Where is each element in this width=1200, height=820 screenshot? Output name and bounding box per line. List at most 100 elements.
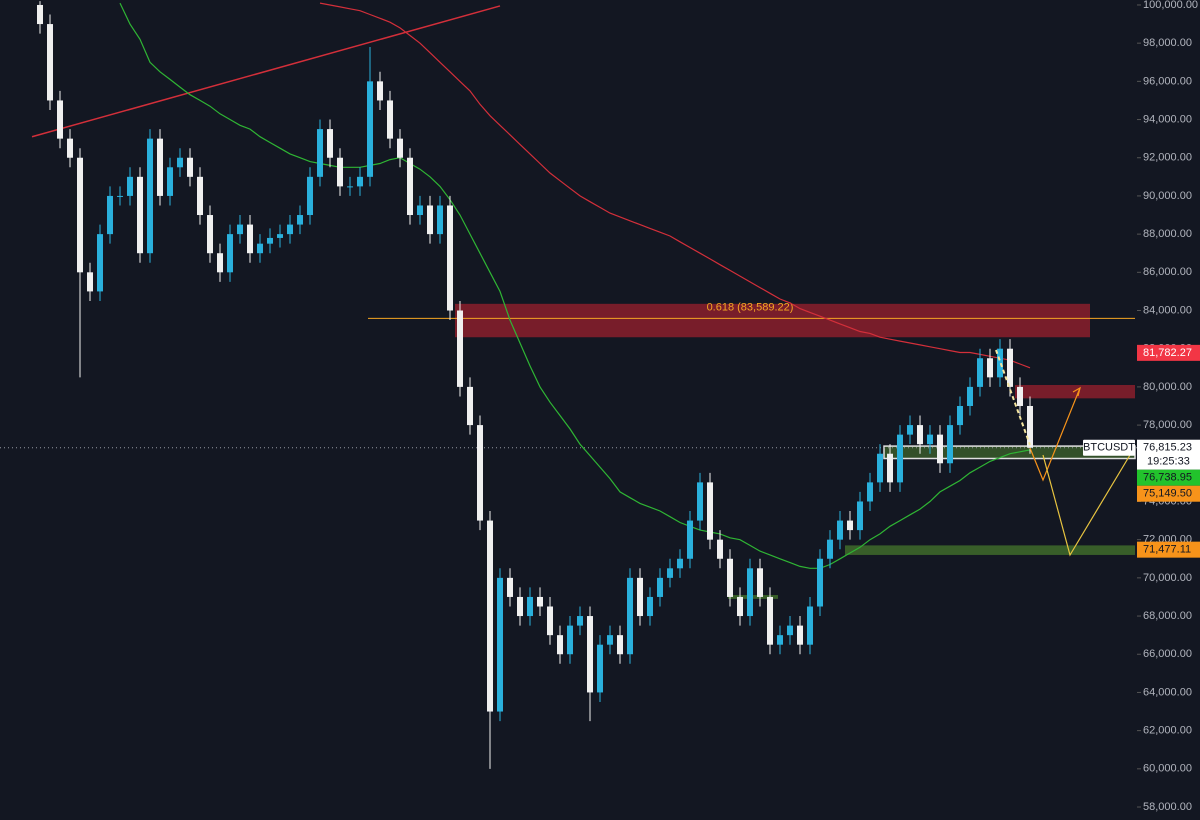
candle-body bbox=[257, 243, 263, 254]
candle-body bbox=[517, 596, 523, 617]
candle-body bbox=[127, 176, 133, 196]
candle-body bbox=[897, 434, 903, 483]
candle-body bbox=[747, 568, 753, 617]
candle-body bbox=[227, 234, 233, 273]
candle-body bbox=[757, 568, 763, 597]
candle-body bbox=[497, 577, 503, 712]
candle-body bbox=[167, 167, 173, 196]
candle-body bbox=[927, 434, 933, 445]
candle-body bbox=[987, 358, 993, 378]
moving-average bbox=[319, 2, 1031, 369]
fib-label: 0.618 (83,589.22) bbox=[707, 301, 794, 313]
candle-body bbox=[357, 176, 363, 187]
candle-body bbox=[557, 635, 563, 655]
candle-body bbox=[437, 205, 443, 235]
candle-body bbox=[577, 616, 583, 626]
y-tick-label: 58,000.00 bbox=[1143, 801, 1192, 813]
candle-body bbox=[487, 520, 493, 712]
y-tick-label: 84,000.00 bbox=[1143, 304, 1192, 316]
candle-body bbox=[567, 625, 573, 655]
candle-body bbox=[727, 558, 733, 597]
candle-body bbox=[647, 596, 653, 617]
candle-body bbox=[527, 596, 533, 617]
y-tick-label: 68,000.00 bbox=[1143, 610, 1192, 622]
y-tick-label: 96,000.00 bbox=[1143, 75, 1192, 87]
candle-body bbox=[737, 596, 743, 617]
candle-body bbox=[967, 386, 973, 406]
candle-body bbox=[417, 205, 423, 216]
candles bbox=[37, 1, 1033, 769]
candle-body bbox=[1017, 386, 1023, 406]
candle-body bbox=[877, 453, 883, 483]
candle-body bbox=[797, 625, 803, 645]
candle-body bbox=[57, 100, 63, 139]
candle-body bbox=[277, 234, 283, 238]
candle-body bbox=[707, 482, 713, 540]
y-tick-label: 90,000.00 bbox=[1143, 190, 1192, 202]
candle-body bbox=[607, 635, 613, 645]
candle-body bbox=[327, 129, 333, 158]
candle-body bbox=[847, 520, 853, 531]
candle-body bbox=[67, 138, 73, 158]
price-axis bbox=[1137, 0, 1200, 820]
price-tag-label: 75,149.50 bbox=[1143, 488, 1192, 500]
candle-body bbox=[507, 577, 513, 597]
candle-body bbox=[237, 224, 243, 235]
candle-body bbox=[87, 272, 93, 292]
candle-body bbox=[717, 539, 723, 559]
candle-body bbox=[347, 186, 353, 188]
candle-body bbox=[387, 100, 393, 139]
candle-body bbox=[697, 482, 703, 521]
candle-body bbox=[197, 176, 203, 216]
candle-body bbox=[307, 176, 313, 216]
candle-body bbox=[887, 453, 893, 483]
candle-body bbox=[297, 215, 303, 225]
candle-body bbox=[837, 520, 843, 540]
countdown: 19:25:33 bbox=[1147, 456, 1190, 468]
candle-body bbox=[37, 4, 43, 25]
candle-body bbox=[857, 501, 863, 531]
candle-body bbox=[457, 310, 463, 387]
candle-body bbox=[817, 558, 823, 607]
candle-body bbox=[337, 157, 343, 187]
y-tick-label: 92,000.00 bbox=[1143, 152, 1192, 164]
price-tag bbox=[1137, 485, 1200, 502]
candle-body bbox=[547, 606, 553, 636]
trendline bbox=[31, 5, 501, 138]
candle-body bbox=[407, 157, 413, 216]
y-tick-label: 86,000.00 bbox=[1143, 266, 1192, 278]
candle-body bbox=[1007, 348, 1013, 387]
candle-body bbox=[907, 425, 913, 435]
candle-body bbox=[217, 253, 223, 273]
candle-body bbox=[947, 425, 953, 464]
y-tick-label: 94,000.00 bbox=[1143, 113, 1192, 125]
axis: 58,000.00 60,000.00 62,000.00 64,000.00 66,0… bbox=[1083, 0, 1200, 813]
candle-body bbox=[267, 237, 273, 244]
candle-body bbox=[187, 157, 193, 177]
y-tick-label: 66,000.00 bbox=[1143, 648, 1192, 660]
candle-body bbox=[957, 405, 963, 426]
candle-body bbox=[587, 616, 593, 693]
candle-body bbox=[427, 205, 433, 235]
candle-body bbox=[177, 157, 183, 168]
candle-body bbox=[207, 215, 213, 254]
candle-body bbox=[687, 520, 693, 559]
projection-drawing bbox=[995, 349, 1131, 557]
moving-average bbox=[119, 2, 1031, 569]
price-tag bbox=[1137, 469, 1200, 486]
candle-body bbox=[247, 224, 253, 254]
projection-yellow bbox=[1042, 454, 1131, 557]
candle-body bbox=[917, 425, 923, 445]
candle-body bbox=[997, 348, 1003, 378]
price-tag-label: 71,477.11 bbox=[1143, 544, 1191, 556]
symbol-label: BTCUSDT bbox=[1083, 442, 1135, 454]
projection-orange bbox=[1029, 387, 1081, 482]
candle-body bbox=[677, 558, 683, 569]
y-tick-label: 78,000.00 bbox=[1143, 419, 1192, 431]
y-tick-label: 100,000.00 bbox=[1143, 0, 1198, 11]
y-tick-label: 60,000.00 bbox=[1143, 763, 1192, 775]
candle-body bbox=[117, 195, 123, 197]
candle-body bbox=[667, 568, 673, 578]
